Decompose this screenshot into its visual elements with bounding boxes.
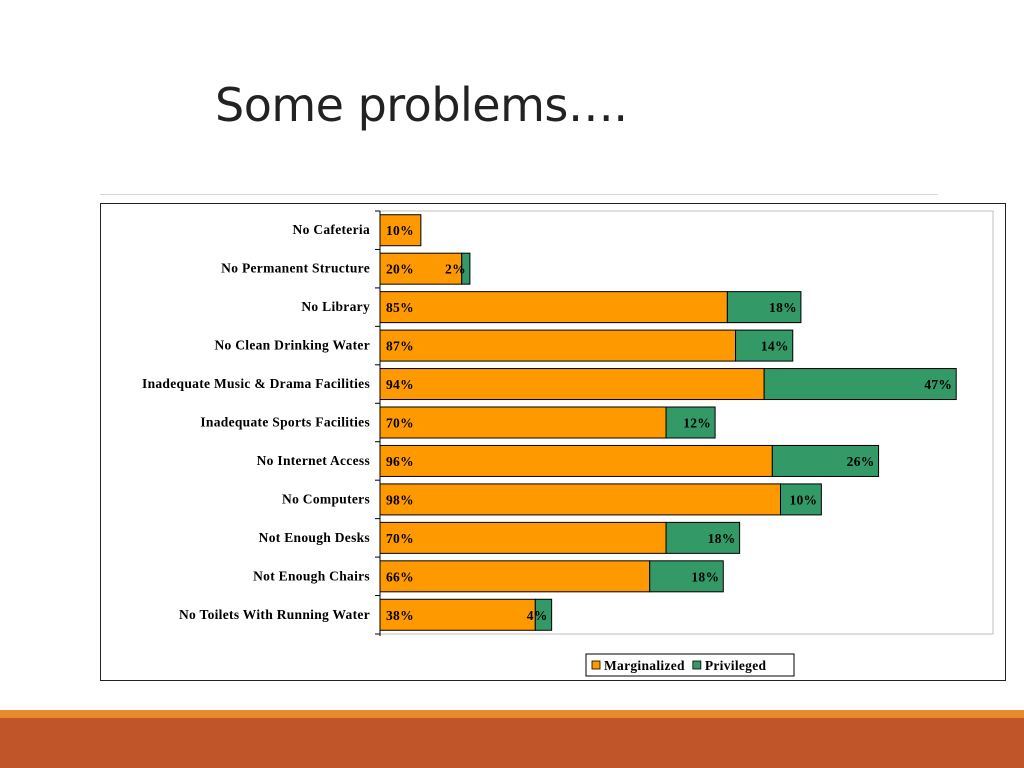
data-label-privileged-no-permanent-structure: 2% xyxy=(445,262,466,277)
category-label-no-cafeteria: No Cafeteria xyxy=(293,222,370,237)
bar-marginalized-no-permanent-structure xyxy=(379,252,463,285)
legend-swatch-marginalized xyxy=(591,660,601,670)
bar-privileged-inadequate-sports-facilities xyxy=(665,406,716,439)
bar-privileged-no-toilets-with-running-water xyxy=(534,598,553,631)
footer-bar xyxy=(0,718,1024,768)
title-divider xyxy=(100,194,938,195)
data-label-privileged-not-enough-desks: 18% xyxy=(708,531,736,546)
legend-label-marginalized: Marginalized xyxy=(604,658,685,673)
category-label-inadequate-sports-facilities: Inadequate Sports Facilities xyxy=(200,415,370,430)
data-label-marginalized-inadequate-sports-facilities: 70% xyxy=(386,416,414,431)
stacked-bar-chart: No Cafeteria 10% No Permanent Structure 20%… xyxy=(142,210,994,677)
bar-marginalized-no-computers xyxy=(379,483,781,516)
data-label-marginalized-no-computers: 98% xyxy=(386,492,414,507)
category-label-not-enough-desks: Not Enough Desks xyxy=(259,530,370,545)
data-label-marginalized-inadequate-music-drama-facilities: 94% xyxy=(386,377,414,392)
slide-title: Some problems…. xyxy=(215,78,628,132)
bar-privileged-not-enough-chairs xyxy=(649,560,724,593)
bar-marginalized-no-library xyxy=(379,291,728,324)
category-label-no-toilets-with-running-water: No Toilets With Running Water xyxy=(179,607,370,622)
data-label-marginalized-no-permanent-structure: 20% xyxy=(386,262,414,277)
data-label-privileged-no-internet-access: 26% xyxy=(847,454,875,469)
bar-privileged-not-enough-desks xyxy=(665,521,741,554)
chart-frame: No Cafeteria 10% No Permanent Structure 20%… xyxy=(100,203,1006,681)
bar-privileged-no-clean-drinking-water xyxy=(735,329,794,362)
data-label-privileged-inadequate-sports-facilities: 12% xyxy=(683,416,711,431)
bar-marginalized-inadequate-sports-facilities xyxy=(379,406,667,439)
data-label-privileged-inadequate-music-drama-facilities: 47% xyxy=(924,377,952,392)
data-label-privileged-not-enough-chairs: 18% xyxy=(691,569,719,584)
bar-marginalized-not-enough-desks xyxy=(379,521,667,554)
data-label-privileged-no-toilets-with-running-water: 4% xyxy=(527,608,548,623)
legend-swatch-privileged xyxy=(692,660,702,670)
bar-marginalized-not-enough-chairs xyxy=(379,560,651,593)
bar-privileged-no-internet-access xyxy=(771,444,880,477)
bar-privileged-no-permanent-structure xyxy=(461,252,471,285)
data-label-privileged-no-library: 18% xyxy=(769,300,797,315)
category-label-no-internet-access: No Internet Access xyxy=(257,453,370,468)
data-label-marginalized-no-clean-drinking-water: 87% xyxy=(386,339,414,354)
bar-marginalized-no-toilets-with-running-water xyxy=(379,598,536,631)
data-label-privileged-no-clean-drinking-water: 14% xyxy=(761,339,789,354)
data-label-marginalized-not-enough-chairs: 66% xyxy=(386,569,414,584)
data-label-marginalized-not-enough-desks: 70% xyxy=(386,531,414,546)
bar-marginalized-inadequate-music-drama-facilities xyxy=(379,368,765,401)
legend-label-privileged: Privileged xyxy=(705,658,767,673)
data-label-privileged-no-computers: 10% xyxy=(789,492,817,507)
bar-privileged-inadequate-music-drama-facilities xyxy=(763,368,957,401)
legend-box xyxy=(585,653,795,677)
data-label-marginalized-no-internet-access: 96% xyxy=(386,454,414,469)
data-label-marginalized-no-cafeteria: 10% xyxy=(386,223,414,238)
category-label-no-library: No Library xyxy=(301,299,370,314)
category-label-no-permanent-structure: No Permanent Structure xyxy=(221,261,370,276)
category-label-no-computers: No Computers xyxy=(282,491,370,506)
category-label-not-enough-chairs: Not Enough Chairs xyxy=(253,568,370,583)
bar-privileged-no-computers xyxy=(779,483,822,516)
bar-privileged-no-library xyxy=(726,291,802,324)
category-label-no-clean-drinking-water: No Clean Drinking Water xyxy=(214,338,370,353)
bar-marginalized-no-internet-access xyxy=(379,444,773,477)
data-label-marginalized-no-toilets-with-running-water: 38% xyxy=(386,608,414,623)
footer-accent-stripe xyxy=(0,710,1024,718)
category-label-inadequate-music-drama-facilities: Inadequate Music & Drama Facilities xyxy=(142,376,370,391)
bar-marginalized-no-cafeteria xyxy=(379,214,422,247)
data-label-marginalized-no-library: 85% xyxy=(386,300,414,315)
bar-marginalized-no-clean-drinking-water xyxy=(379,329,737,362)
